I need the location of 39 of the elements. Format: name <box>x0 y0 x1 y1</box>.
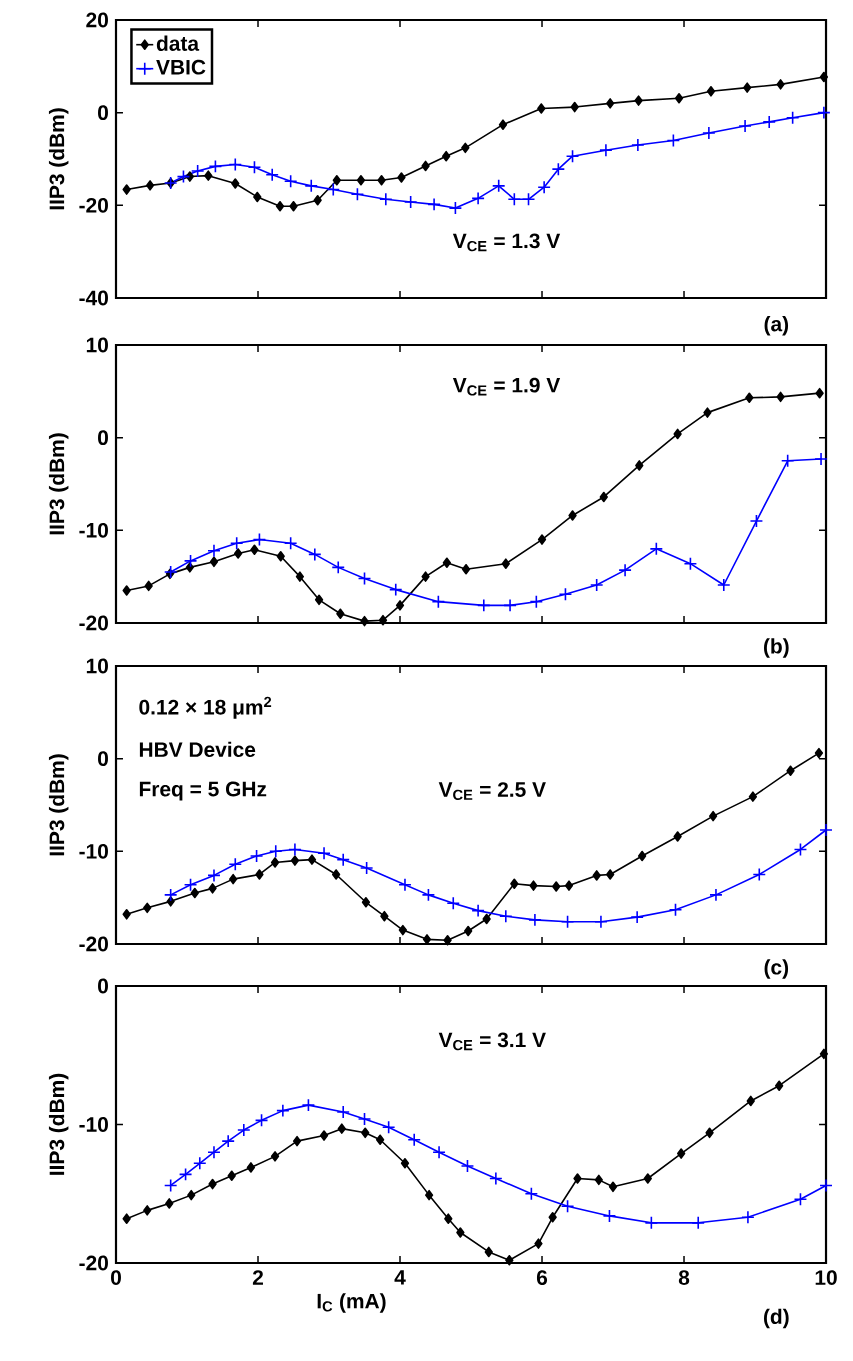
y-tick-label: -40 <box>79 290 108 306</box>
y-tick-label: 20 <box>86 12 108 28</box>
x-tick-label: 10 <box>815 1270 837 1285</box>
x-tick-label: 6 <box>536 1270 548 1285</box>
y-tick-label: -20 <box>79 1255 108 1271</box>
annotation: HBV Device <box>139 741 256 758</box>
annotation: V$_{CE}$ = 1.3 V <box>452 233 561 252</box>
text: (b) <box>764 638 789 658</box>
y-tick-label: 0 <box>98 430 108 446</box>
text: (d) <box>764 1308 789 1329</box>
text: (c) <box>764 959 789 979</box>
y-tick-label: -10 <box>79 522 108 538</box>
x-axis-title: I$_{C}$ (mA) <box>317 1293 386 1313</box>
x-tick-label: 0 <box>111 1270 121 1285</box>
y-tick-label: -10 <box>79 843 108 859</box>
legend-label: data <box>156 35 200 51</box>
y-tick-label: 0 <box>98 978 108 994</box>
y-axis-title: IIP3 (dBm) <box>48 754 69 856</box>
y-tick-label: 10 <box>86 337 108 353</box>
y-tick-label: -20 <box>79 615 108 631</box>
x-tick-label: 4 <box>394 1270 406 1285</box>
y-axis-title: IIP3 (dBm) <box>48 433 69 535</box>
y-tick-label: 0 <box>98 105 108 121</box>
y-tick-label: -10 <box>79 1117 108 1132</box>
annotation: 0.12 × 18 μm$^{2}$ <box>139 696 272 719</box>
x-tick-label: 8 <box>678 1270 690 1285</box>
annotation: Freq = 5 GHz <box>139 781 267 801</box>
text: (a) <box>764 316 789 336</box>
annotation: V$_{CE}$ = 3.1 V <box>438 1032 546 1051</box>
legend-label: VBIC <box>156 59 206 75</box>
y-axis-title: IIP3 (dBm) <box>48 1073 69 1175</box>
annotation: V$_{CE}$ = 1.9 V <box>452 377 561 396</box>
y-tick-label: 0 <box>98 751 108 767</box>
y-tick-label: -20 <box>79 197 108 213</box>
y-tick-label: -20 <box>79 936 108 952</box>
y-tick-label: 10 <box>86 658 108 674</box>
x-tick-label: 2 <box>252 1270 263 1285</box>
annotation: V$_{CE}$ = 2.5 V <box>438 782 546 801</box>
y-axis-title: IIP3 (dBm) <box>48 108 69 210</box>
